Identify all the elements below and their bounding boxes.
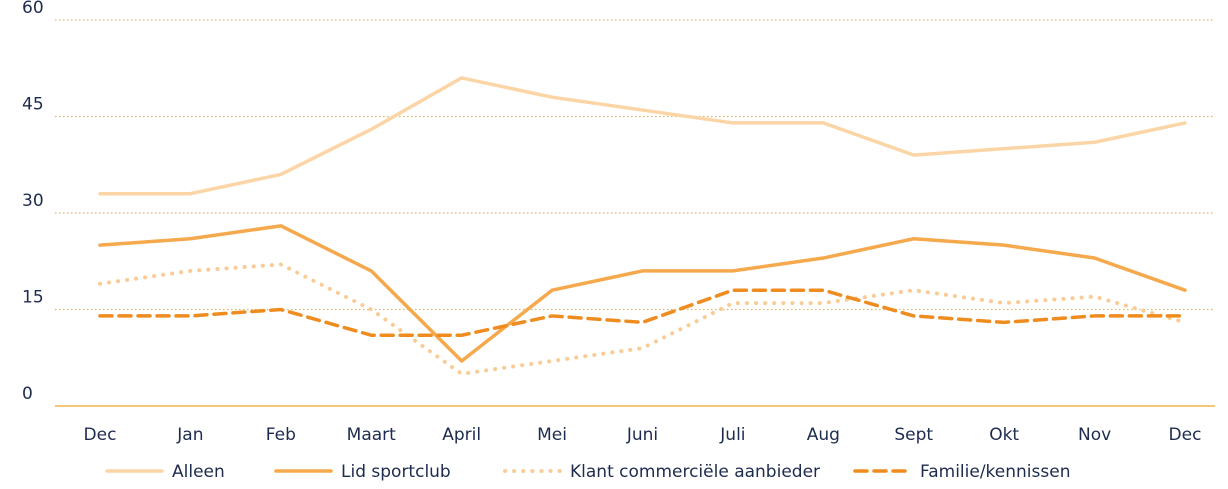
x-tick-label: Okt	[989, 425, 1019, 445]
x-tick-label: Maart	[347, 425, 396, 445]
line-series	[98, 224, 1187, 363]
y-tick-label: 15	[22, 288, 44, 308]
x-tick-label: Feb	[266, 425, 296, 445]
x-tick-label: Aug	[807, 425, 840, 445]
x-tick-label: Nov	[1078, 425, 1111, 445]
y-tick-label: 60	[22, 0, 44, 18]
x-tick-label: Dec	[1169, 425, 1202, 445]
y-tick-label: 45	[22, 95, 44, 115]
line-series	[98, 262, 1187, 376]
x-tick-label: Juli	[719, 425, 745, 445]
legend-label: Klant commerciële aanbieder	[570, 462, 820, 482]
y-tick-label: 0	[22, 384, 33, 404]
line-series	[98, 288, 1187, 337]
x-tick-label: Mei	[537, 425, 567, 445]
x-tick-label: Sept	[894, 425, 933, 445]
line-series	[98, 76, 1187, 196]
legend-label: Familie/kennissen	[920, 462, 1070, 482]
legend-label: Lid sportclub	[341, 462, 451, 482]
x-tick-label: Dec	[84, 425, 117, 445]
x-tick-label: Jan	[176, 425, 203, 445]
legend-label: Alleen	[172, 462, 225, 482]
x-tick-label: Juni	[626, 425, 658, 445]
y-tick-label: 30	[22, 191, 44, 211]
x-tick-label: April	[442, 425, 481, 445]
